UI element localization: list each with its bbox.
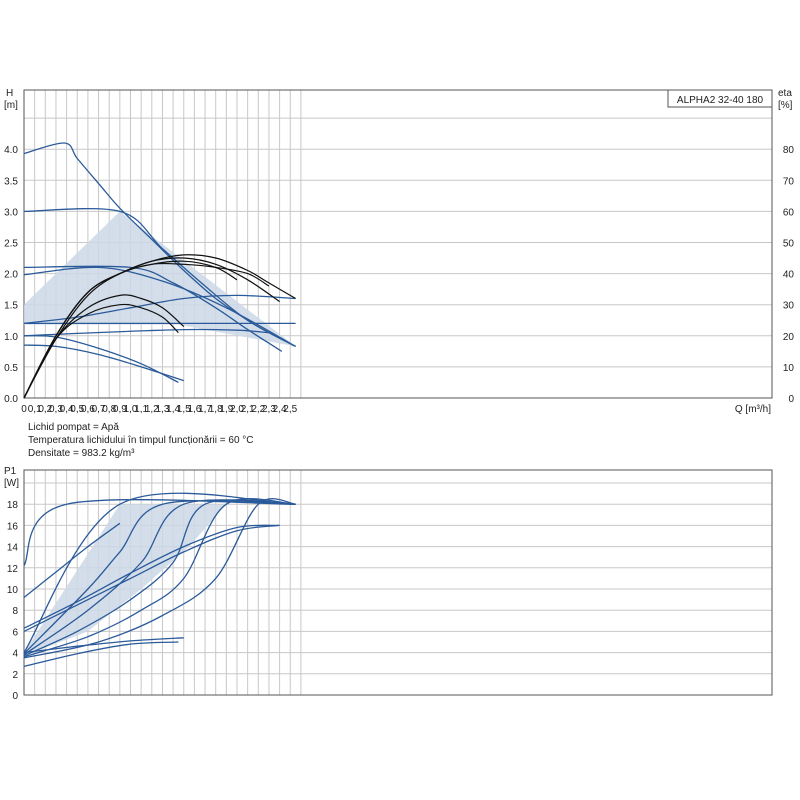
eta-axis-unit: [%] — [778, 100, 793, 111]
flow-tick-label: 0 — [21, 404, 27, 415]
flow-tick-label: 1,8 — [209, 404, 223, 415]
power-curve-5 — [23, 499, 296, 657]
flow-axis-label: Q [m³/h] — [735, 404, 771, 415]
eta-tick-label: 70 — [783, 176, 795, 187]
pumped-liquid-note: Lichid pompat = Apă — [28, 422, 119, 433]
flow-tick-label: 2,0 — [230, 404, 244, 415]
efficiency-curve-6 — [23, 303, 179, 399]
power-curve-9 — [23, 524, 280, 629]
flow-tick-label: 0,4 — [60, 404, 74, 415]
head-curve-5 — [23, 294, 296, 325]
power-chart: 0 2 4 6 8 10 12 14 16 18 P1[W] — [4, 466, 773, 702]
flow-tick-label: 0,1 — [28, 404, 42, 415]
power-tick-label: 10 — [7, 585, 19, 596]
flow-tick-label: 1,1 — [134, 404, 148, 415]
power-axis-unit: [W] — [4, 478, 19, 489]
head-curve-8 — [23, 344, 185, 382]
flow-tick-label: 2,3 — [262, 404, 276, 415]
power-curve-12 — [23, 641, 179, 668]
power-curve-10 — [23, 522, 121, 599]
head-tick-label: 0.0 — [4, 394, 18, 405]
power-tick-label: 14 — [7, 543, 19, 554]
flow-tick-label: 2,4 — [273, 404, 287, 415]
power-tick-label: 12 — [7, 564, 19, 575]
flow-tick-label: 0,3 — [49, 404, 63, 415]
flow-tick-label: 2,1 — [241, 404, 255, 415]
head-tick-label: 3.0 — [4, 207, 18, 218]
power-curve-7 — [23, 498, 296, 659]
head-curve-7 — [23, 328, 269, 337]
flow-tick-label: 2,2 — [251, 404, 265, 415]
power-tick-label: 0 — [12, 691, 18, 702]
power-operating-area — [24, 504, 227, 656]
flow-tick-label: 0,6 — [81, 404, 95, 415]
head-curve-9 — [23, 335, 179, 383]
eta-tick-label: 30 — [783, 301, 795, 312]
flow-tick-label: 1,5 — [177, 404, 191, 415]
flow-tick-label: 1,3 — [155, 404, 169, 415]
flow-tick-label: 1,9 — [219, 404, 233, 415]
flow-tick-label: 1,2 — [145, 404, 159, 415]
power-curve-8 — [23, 524, 280, 632]
head-tick-label: 0.5 — [4, 363, 18, 374]
power-tick-label: 6 — [12, 627, 18, 638]
power-tick-label: 8 — [12, 606, 18, 617]
head-tick-label: 3.5 — [4, 176, 18, 187]
model-label: ALPHA2 32-40 180 — [677, 95, 764, 106]
head-axis-unit: [m] — [4, 100, 18, 111]
eta-tick-label: 0 — [788, 394, 794, 405]
head-tick-label: 1.5 — [4, 301, 18, 312]
power-tick-label: 2 — [12, 670, 18, 681]
top-plot-frame — [23, 89, 773, 399]
head-tick-label: 2.5 — [4, 239, 18, 250]
eta-tick-label: 60 — [783, 207, 795, 218]
liquid-temperature-note: Temperatura lichidului în timpul funcțio… — [28, 435, 254, 446]
power-curve-1 — [23, 499, 296, 567]
model-label-box — [667, 89, 773, 108]
flow-tick-label: 2,5 — [283, 404, 297, 415]
flow-tick-label: 0,2 — [38, 404, 52, 415]
eta-tick-label: 40 — [783, 270, 795, 281]
eta-tick-label: 10 — [783, 363, 795, 374]
flow-tick-label: 0,5 — [70, 404, 84, 415]
power-tick-label: 4 — [12, 649, 18, 660]
head-curve-4 — [23, 266, 296, 347]
eta-tick-label: 50 — [783, 239, 795, 250]
flow-tick-label: 1,6 — [187, 404, 201, 415]
head-tick-label: 2.0 — [4, 270, 18, 281]
power-curve-11 — [23, 637, 184, 654]
density-note: Densitate = 983.2 kg/m³ — [28, 448, 135, 459]
flow-tick-label: 1,4 — [166, 404, 180, 415]
head-tick-label: 4.0 — [4, 145, 18, 156]
flow-tick-label: 0,9 — [113, 404, 127, 415]
eta-tick-label: 80 — [783, 145, 795, 156]
power-curve-6 — [23, 498, 296, 658]
power-tick-label: 18 — [7, 500, 19, 511]
eta-tick-label: 20 — [783, 332, 795, 343]
power-axis-label: P1 — [4, 466, 17, 477]
head-curve-2 — [23, 208, 296, 347]
flow-tick-label: 0,7 — [92, 404, 106, 415]
flow-tick-label: 0,8 — [102, 404, 116, 415]
power-tick-label: 16 — [7, 521, 19, 532]
head-efficiency-chart: 0.0 0.5 1.0 1.5 2.0 2.5 3.0 3.5 4.0 0 10 20 30 40 50 60… — [4, 88, 794, 415]
efficiency-curve-4 — [23, 262, 270, 399]
flow-tick-label: 1,7 — [198, 404, 212, 415]
bottom-plot-frame — [23, 469, 773, 696]
head-axis-label: H — [6, 88, 13, 99]
head-tick-label: 1.0 — [4, 332, 18, 343]
flow-tick-label: 1,0 — [124, 404, 138, 415]
eta-axis-label: eta — [778, 88, 792, 99]
